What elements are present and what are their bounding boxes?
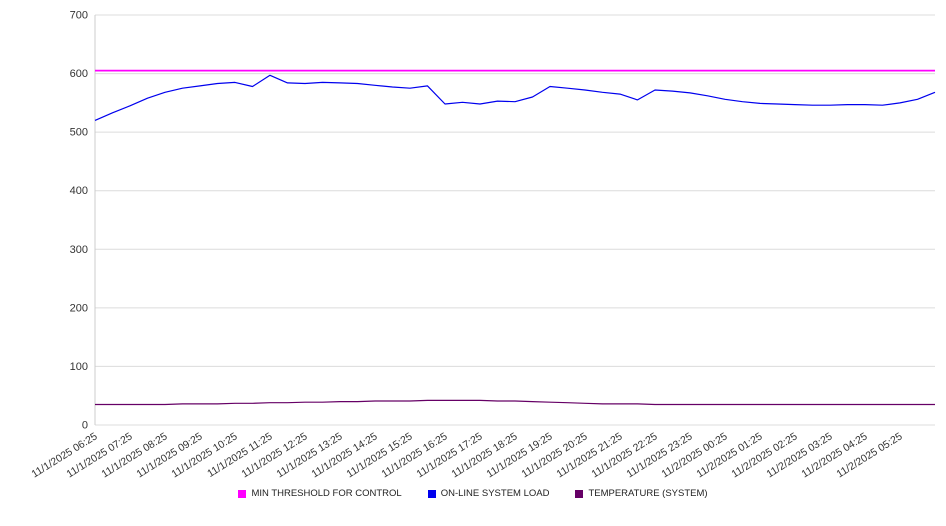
series-line [94,74,936,121]
series-line [95,399,935,406]
legend-item-system-load: ON-LINE SYSTEM LOAD [427,488,550,499]
legend-item-temperature: TEMPERATURE (SYSTEM) [575,488,708,499]
series-lines [94,69,936,406]
legend-swatch-min-threshold [238,489,247,498]
y-axis-tick-label: 500 [70,127,88,139]
y-axis-tick-label: 200 [70,302,88,314]
legend-item-min-threshold: MIN THRESHOLD FOR CONTROL [238,488,402,499]
y-axis-tick-label: 100 [70,361,88,373]
y-axis-tick-label: 0 [82,420,88,432]
y-axis-tick-label: 300 [70,244,88,256]
legend-label-system-load: ON-LINE SYSTEM LOAD [440,488,550,499]
y-axis-tick-label: 600 [70,68,88,80]
legend-label-temperature: TEMPERATURE (SYSTEM) [588,488,708,499]
legend-swatch-temperature [575,489,584,498]
chart-legend: MIN THRESHOLD FOR CONTROL ON-LINE SYSTEM… [0,488,946,499]
legend-swatch-system-load [427,489,436,498]
legend-label-min-threshold: MIN THRESHOLD FOR CONTROL [251,488,402,499]
y-axis-tick-label: 700 [70,10,88,22]
y-axis-tick-label: 400 [70,185,88,197]
